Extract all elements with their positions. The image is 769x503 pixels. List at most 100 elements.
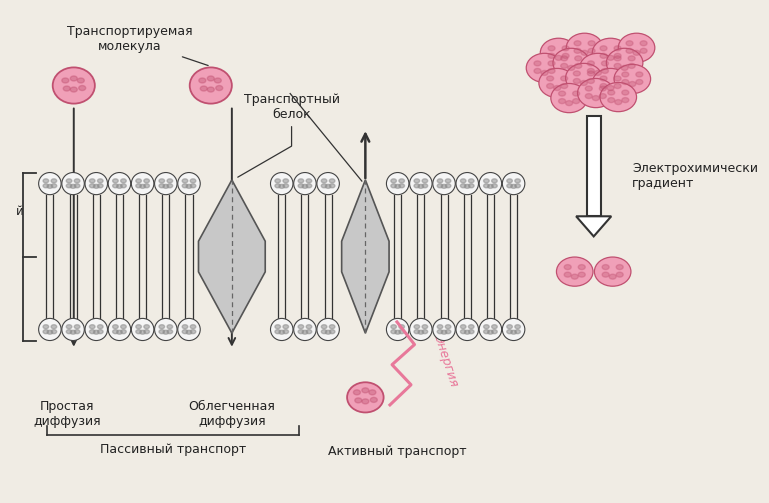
Ellipse shape	[108, 173, 131, 195]
Circle shape	[574, 48, 581, 53]
Circle shape	[369, 390, 376, 395]
Circle shape	[562, 46, 569, 51]
Circle shape	[112, 325, 118, 329]
Ellipse shape	[108, 318, 131, 341]
Ellipse shape	[178, 173, 200, 195]
Circle shape	[186, 330, 191, 334]
Circle shape	[573, 91, 580, 96]
Circle shape	[607, 55, 614, 60]
Circle shape	[51, 329, 57, 333]
Circle shape	[66, 179, 72, 183]
Circle shape	[609, 274, 616, 279]
Circle shape	[399, 329, 404, 333]
Text: Энергия: Энергия	[431, 331, 460, 388]
Circle shape	[422, 179, 428, 183]
Circle shape	[438, 179, 443, 183]
Circle shape	[414, 179, 420, 183]
Circle shape	[144, 184, 149, 188]
Circle shape	[585, 86, 592, 91]
Text: Транспортный
белок: Транспортный белок	[238, 93, 340, 177]
Circle shape	[117, 330, 122, 334]
Ellipse shape	[592, 68, 629, 98]
Circle shape	[438, 325, 443, 329]
Ellipse shape	[592, 38, 629, 67]
Circle shape	[558, 99, 565, 104]
Circle shape	[507, 329, 512, 333]
Ellipse shape	[294, 173, 316, 195]
Circle shape	[574, 56, 582, 61]
Circle shape	[89, 325, 95, 329]
Ellipse shape	[62, 318, 85, 341]
Circle shape	[391, 179, 397, 183]
Circle shape	[283, 325, 288, 329]
Circle shape	[98, 325, 103, 329]
Circle shape	[321, 179, 327, 183]
Circle shape	[70, 330, 76, 334]
Circle shape	[283, 184, 288, 188]
Circle shape	[66, 325, 72, 329]
Circle shape	[488, 185, 493, 189]
Ellipse shape	[85, 173, 108, 195]
Circle shape	[190, 179, 196, 183]
Circle shape	[514, 179, 521, 183]
Ellipse shape	[131, 318, 154, 341]
Circle shape	[399, 179, 404, 183]
Circle shape	[626, 48, 633, 53]
Circle shape	[608, 90, 614, 95]
Circle shape	[628, 63, 635, 68]
Circle shape	[594, 70, 601, 75]
Circle shape	[75, 329, 80, 333]
Ellipse shape	[479, 318, 501, 341]
Circle shape	[514, 325, 521, 329]
Circle shape	[144, 329, 149, 333]
Circle shape	[306, 329, 311, 333]
Circle shape	[414, 329, 420, 333]
Circle shape	[394, 185, 401, 189]
Ellipse shape	[433, 173, 455, 195]
Circle shape	[98, 329, 103, 333]
Circle shape	[208, 87, 215, 92]
Ellipse shape	[614, 64, 651, 94]
Ellipse shape	[551, 83, 588, 113]
Circle shape	[329, 329, 335, 333]
Circle shape	[283, 179, 288, 183]
Circle shape	[136, 329, 141, 333]
Ellipse shape	[541, 38, 577, 67]
Circle shape	[573, 99, 580, 104]
Polygon shape	[198, 180, 265, 333]
Circle shape	[468, 329, 474, 333]
Circle shape	[422, 325, 428, 329]
Circle shape	[63, 86, 70, 91]
Circle shape	[441, 185, 447, 189]
Circle shape	[640, 41, 647, 46]
Circle shape	[182, 329, 188, 333]
Ellipse shape	[53, 67, 95, 104]
Circle shape	[47, 185, 53, 189]
Circle shape	[329, 184, 335, 188]
Circle shape	[199, 78, 206, 83]
Circle shape	[614, 63, 621, 68]
Circle shape	[562, 53, 569, 58]
Polygon shape	[587, 116, 601, 216]
Circle shape	[514, 329, 521, 333]
Ellipse shape	[178, 318, 200, 341]
Circle shape	[89, 179, 95, 183]
Circle shape	[298, 184, 304, 188]
Circle shape	[614, 100, 622, 105]
Circle shape	[445, 329, 451, 333]
Circle shape	[414, 325, 420, 329]
Circle shape	[484, 325, 489, 329]
Circle shape	[578, 272, 585, 277]
Circle shape	[144, 179, 149, 183]
Circle shape	[422, 329, 428, 333]
Circle shape	[636, 72, 643, 77]
Circle shape	[588, 71, 594, 76]
Ellipse shape	[294, 318, 316, 341]
Circle shape	[298, 325, 304, 329]
Circle shape	[75, 179, 80, 183]
Circle shape	[484, 179, 489, 183]
Circle shape	[507, 325, 512, 329]
Ellipse shape	[578, 78, 614, 108]
Circle shape	[418, 330, 424, 334]
Circle shape	[47, 330, 53, 334]
